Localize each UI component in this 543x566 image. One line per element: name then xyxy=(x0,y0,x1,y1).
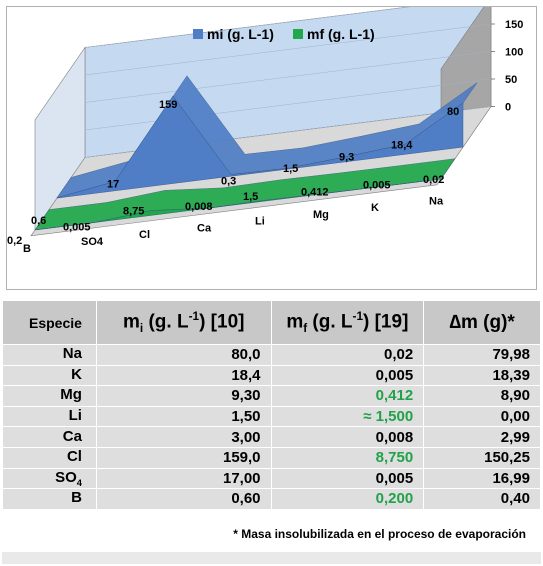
table-row: SO4 17,00 0,005 16,99 xyxy=(2,467,541,490)
species-cell: B xyxy=(2,488,97,510)
mf-cell: 0,005 xyxy=(270,467,425,490)
series-face-0 xyxy=(56,95,464,199)
mi-data-label: 0,3 xyxy=(221,176,236,188)
legend-label-mf: mf (g. L-1) xyxy=(307,26,375,42)
gridline xyxy=(84,51,492,103)
table-row: Ca 3,00 0,008 2,99 xyxy=(2,426,541,448)
dm-cell: 18,39 xyxy=(423,364,541,387)
mi-data-label: 18,4 xyxy=(391,139,413,151)
gridline xyxy=(84,78,492,131)
dm-cell: 0,00 xyxy=(423,405,541,428)
mf-cell: 0,412 xyxy=(270,385,425,407)
area-chart: 0501001502000,6171590,31,59,318,4800,20,… xyxy=(7,7,523,255)
table-header-row: Especie mi (g. L-1) [10] mf (g. L-1) [19… xyxy=(2,300,541,345)
series-face-1 xyxy=(34,178,442,231)
table-row: K 18,4 0,005 18,39 xyxy=(2,364,541,387)
footnote-row: * Masa insolubilizada en el proceso de e… xyxy=(2,508,541,552)
category-label: Mg xyxy=(313,209,329,221)
mi-cell: 9,30 xyxy=(95,385,272,407)
y-tick-label: 100 xyxy=(505,47,523,59)
footnote: * Masa insolubilizada en el proceso de e… xyxy=(2,508,541,552)
mi-data-label: 17 xyxy=(107,178,119,190)
mi-cell: 80,0 xyxy=(95,344,272,366)
mi-data-label: 159 xyxy=(159,99,177,111)
mf-data-label: 0,2 xyxy=(7,235,22,247)
data-table: Especie mi (g. L-1) [10] mf (g. L-1) [19… xyxy=(2,300,541,552)
species-cell: Ca xyxy=(2,426,97,448)
category-label: SO4 xyxy=(81,236,104,248)
legend-swatch-mi xyxy=(193,29,203,39)
legend-label-mi: mi (g. L-1) xyxy=(207,26,274,42)
gridline xyxy=(84,23,492,76)
mf-data-label: 0,008 xyxy=(185,201,213,213)
chart-area: 0501001502000,6171590,31,59,318,4800,20,… xyxy=(6,6,537,290)
header-species: Especie xyxy=(2,300,97,345)
species-cell: K xyxy=(2,364,97,387)
mf-cell: 0,02 xyxy=(270,344,425,366)
mi-data-label: 1,5 xyxy=(283,163,298,175)
table-row: Na 80,0 0,02 79,98 xyxy=(2,344,541,366)
y-tick-label: 50 xyxy=(505,74,517,86)
mi-data-label: 0,6 xyxy=(31,215,46,227)
gridline xyxy=(84,7,410,48)
mi-data-label: 9,3 xyxy=(339,152,354,164)
category-label: Li xyxy=(255,216,265,228)
mf-data-label: 0,005 xyxy=(363,179,391,191)
mf-cell: 0,008 xyxy=(270,426,425,448)
y-tick-label: 150 xyxy=(505,19,523,31)
mi-cell: 0,60 xyxy=(95,488,272,510)
table-row: Mg 9,30 0,412 8,90 xyxy=(2,385,541,407)
species-cell: SO4 xyxy=(2,467,97,490)
species-cell: Na xyxy=(2,344,97,366)
mi-cell: 1,50 xyxy=(95,405,272,428)
category-label: Ca xyxy=(197,222,212,234)
header-mf: mf (g. L-1) [19] xyxy=(270,300,425,345)
species-cell: Li xyxy=(2,405,97,428)
mf-cell: 0,200 xyxy=(270,488,425,510)
mf-data-label: 0,02 xyxy=(423,174,444,186)
dm-cell: 79,98 xyxy=(423,344,541,366)
dm-cell: 150,25 xyxy=(423,446,541,469)
species-cell: Cl xyxy=(2,446,97,469)
table-row: Li 1,50 ≈ 1,500 0,00 xyxy=(2,405,541,428)
data-table-wrapper: Especie mi (g. L-1) [10] mf (g. L-1) [19… xyxy=(2,300,541,564)
mf-data-label: 0,412 xyxy=(301,186,329,198)
mf-cell: ≈ 1,500 xyxy=(270,405,425,428)
category-label: B xyxy=(23,243,31,255)
dm-cell: 0,40 xyxy=(423,488,541,510)
mi-cell: 159,0 xyxy=(95,446,272,469)
dm-cell: 16,99 xyxy=(423,467,541,490)
legend-swatch-mf xyxy=(293,29,303,39)
header-delta-m: ∆m (g)* xyxy=(423,300,541,345)
table-row: Cl 159,0 8,750 150,25 xyxy=(2,446,541,469)
dm-cell: 8,90 xyxy=(423,385,541,407)
table-body: Na 80,0 0,02 79,98 K 18,4 0,005 18,39 Mg 9,30 0,41… xyxy=(2,344,541,510)
mf-cell: 0,005 xyxy=(270,364,425,387)
mi-cell: 3,00 xyxy=(95,426,272,448)
mi-data-label: 80 xyxy=(447,106,459,118)
category-label: K xyxy=(371,202,379,214)
mf-data-label: 0,005 xyxy=(63,222,91,234)
header-mi: mi (g. L-1) [10] xyxy=(95,300,272,345)
mi-cell: 17,00 xyxy=(95,467,272,490)
category-label: Cl xyxy=(139,229,150,241)
mi-cell: 18,4 xyxy=(95,364,272,387)
species-cell: Mg xyxy=(2,385,97,407)
mf-data-label: 8,75 xyxy=(123,206,144,218)
dm-cell: 2,99 xyxy=(423,426,541,448)
table-row: B 0,60 0,200 0,40 xyxy=(2,488,541,510)
mf-cell: 8,750 xyxy=(270,446,425,469)
chart-frame: 0501001502000,6171590,31,59,318,4800,20,… xyxy=(6,6,537,290)
y-tick-label: 0 xyxy=(505,102,511,114)
mf-data-label: 1,5 xyxy=(243,191,258,203)
category-label: Na xyxy=(429,195,444,207)
